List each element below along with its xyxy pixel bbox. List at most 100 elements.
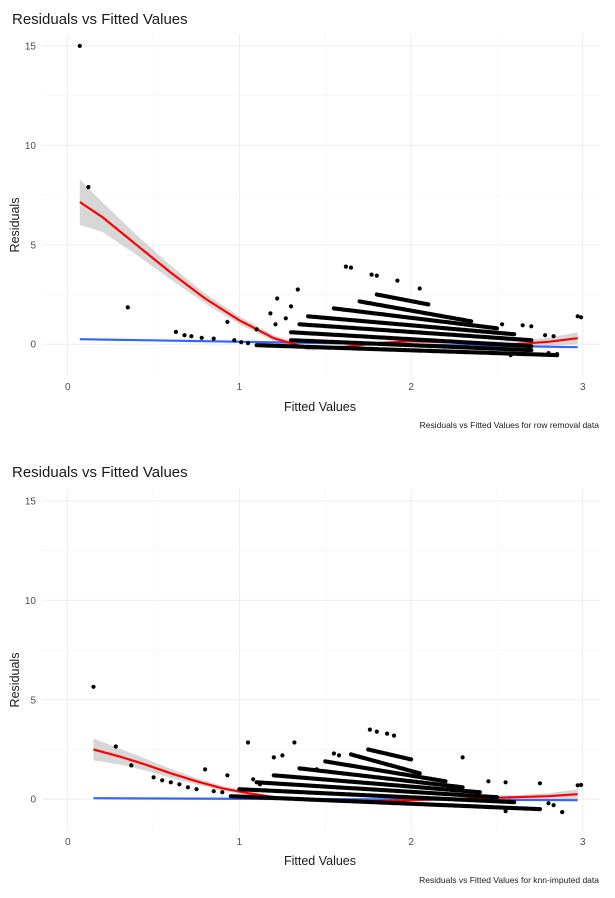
- residual-point: [546, 801, 551, 806]
- residual-point: [271, 755, 276, 760]
- residual-point: [86, 185, 91, 190]
- residual-point: [280, 753, 285, 758]
- residual-point: [268, 311, 273, 316]
- residual-point: [460, 755, 465, 760]
- y-tick-label: 10: [25, 596, 37, 607]
- residual-point: [367, 727, 372, 732]
- residual-point: [232, 338, 237, 343]
- residual-point: [494, 795, 500, 800]
- y-tick-label: 10: [25, 141, 37, 152]
- residual-point: [292, 740, 297, 745]
- y-tick-label: 5: [30, 695, 36, 706]
- residual-point: [512, 800, 517, 805]
- residual-point: [443, 779, 448, 784]
- y-axis-title: Residuals: [8, 653, 22, 708]
- residual-point: [177, 782, 182, 787]
- residual-point: [160, 778, 165, 783]
- residual-point: [477, 790, 482, 795]
- residual-point: [273, 322, 278, 327]
- residual-point: [579, 782, 584, 787]
- residual-point: [77, 43, 82, 49]
- residual-point: [409, 757, 414, 762]
- residual-point: [426, 302, 431, 307]
- residual-point: [220, 790, 225, 795]
- residual-point: [251, 777, 256, 782]
- residual-point: [343, 264, 348, 269]
- residual-point: [503, 809, 508, 814]
- residual-point: [543, 333, 548, 338]
- residual-point: [395, 278, 400, 283]
- y-tick-label: 0: [30, 795, 36, 806]
- residual-point: [239, 340, 244, 345]
- residual-point: [288, 304, 294, 309]
- residual-point: [189, 334, 194, 339]
- residual-point: [551, 803, 556, 808]
- residual-point: [245, 740, 251, 745]
- residual-point: [125, 305, 130, 310]
- residual-point: [575, 783, 580, 788]
- residual-point: [173, 329, 178, 334]
- residual-point: [385, 731, 390, 736]
- residual-point: [529, 348, 534, 353]
- x-tick-label: 0: [65, 837, 71, 848]
- x-tick-label: 3: [580, 837, 586, 848]
- x-axis-title: Fitted Values: [284, 854, 356, 868]
- chart-title: Residuals vs Fitted Values: [12, 11, 188, 28]
- chart-caption: Residuals vs Fitted Values for knn-imput…: [419, 875, 599, 885]
- residual-point: [537, 781, 543, 786]
- residual-point: [348, 265, 354, 270]
- x-tick-label: 0: [65, 382, 71, 393]
- residual-point: [314, 767, 319, 772]
- y-tick-label: 5: [30, 240, 36, 251]
- residual-point: [185, 785, 190, 790]
- residual-point: [503, 780, 508, 785]
- residual-point: [199, 335, 204, 340]
- residual-point: [129, 763, 134, 768]
- residual-point: [168, 780, 173, 785]
- residual-point: [500, 322, 505, 327]
- residual-point: [508, 353, 513, 358]
- x-tick-label: 2: [408, 837, 414, 848]
- residual-point: [391, 733, 397, 738]
- residual-point: [512, 332, 517, 337]
- residual-point: [551, 334, 556, 339]
- residual-point: [275, 296, 280, 301]
- residual-plot-knn-imputed: Residuals vs Fitted Values 0 1 2 3 0 5 10 15 Re…: [8, 464, 600, 885]
- residual-point: [336, 753, 342, 758]
- residual-point: [295, 287, 300, 292]
- residual-plot-row-removal: Residuals vs Fitted Values 0 1 2 3 0 5 10 15 Re…: [8, 11, 600, 430]
- residual-point: [486, 779, 491, 784]
- y-axis-title: Residuals: [8, 198, 22, 253]
- chart-caption: Residuals vs Fitted Values for row remov…: [420, 420, 600, 430]
- residual-point: [203, 767, 208, 772]
- residual-point: [575, 314, 580, 319]
- y-tick-label: 15: [25, 41, 37, 52]
- residual-point: [211, 789, 216, 794]
- x-tick-label: 2: [408, 382, 414, 393]
- residual-point: [369, 272, 374, 277]
- x-axis-title: Fitted Values: [284, 400, 356, 414]
- residual-point: [529, 338, 534, 343]
- y-tick-label: 15: [25, 496, 37, 507]
- x-tick-label: 1: [237, 837, 243, 848]
- x-tick-label: 1: [237, 382, 243, 393]
- x-tick-label: 3: [580, 382, 586, 393]
- residual-point: [257, 782, 263, 787]
- residual-point: [417, 771, 422, 776]
- residual-point: [579, 315, 584, 320]
- residual-point: [560, 810, 565, 815]
- residual-point: [91, 684, 96, 689]
- residual-point: [113, 744, 118, 749]
- residual-point: [182, 333, 187, 338]
- residual-point: [331, 751, 336, 756]
- residual-point: [469, 319, 474, 324]
- y-tick-label: 0: [30, 340, 36, 351]
- residual-point: [537, 807, 543, 812]
- residual-point: [283, 316, 288, 321]
- residual-point: [211, 336, 216, 341]
- residual-point: [494, 326, 500, 331]
- residual-point: [546, 351, 551, 356]
- residual-point: [245, 341, 251, 346]
- residual-point: [194, 787, 199, 792]
